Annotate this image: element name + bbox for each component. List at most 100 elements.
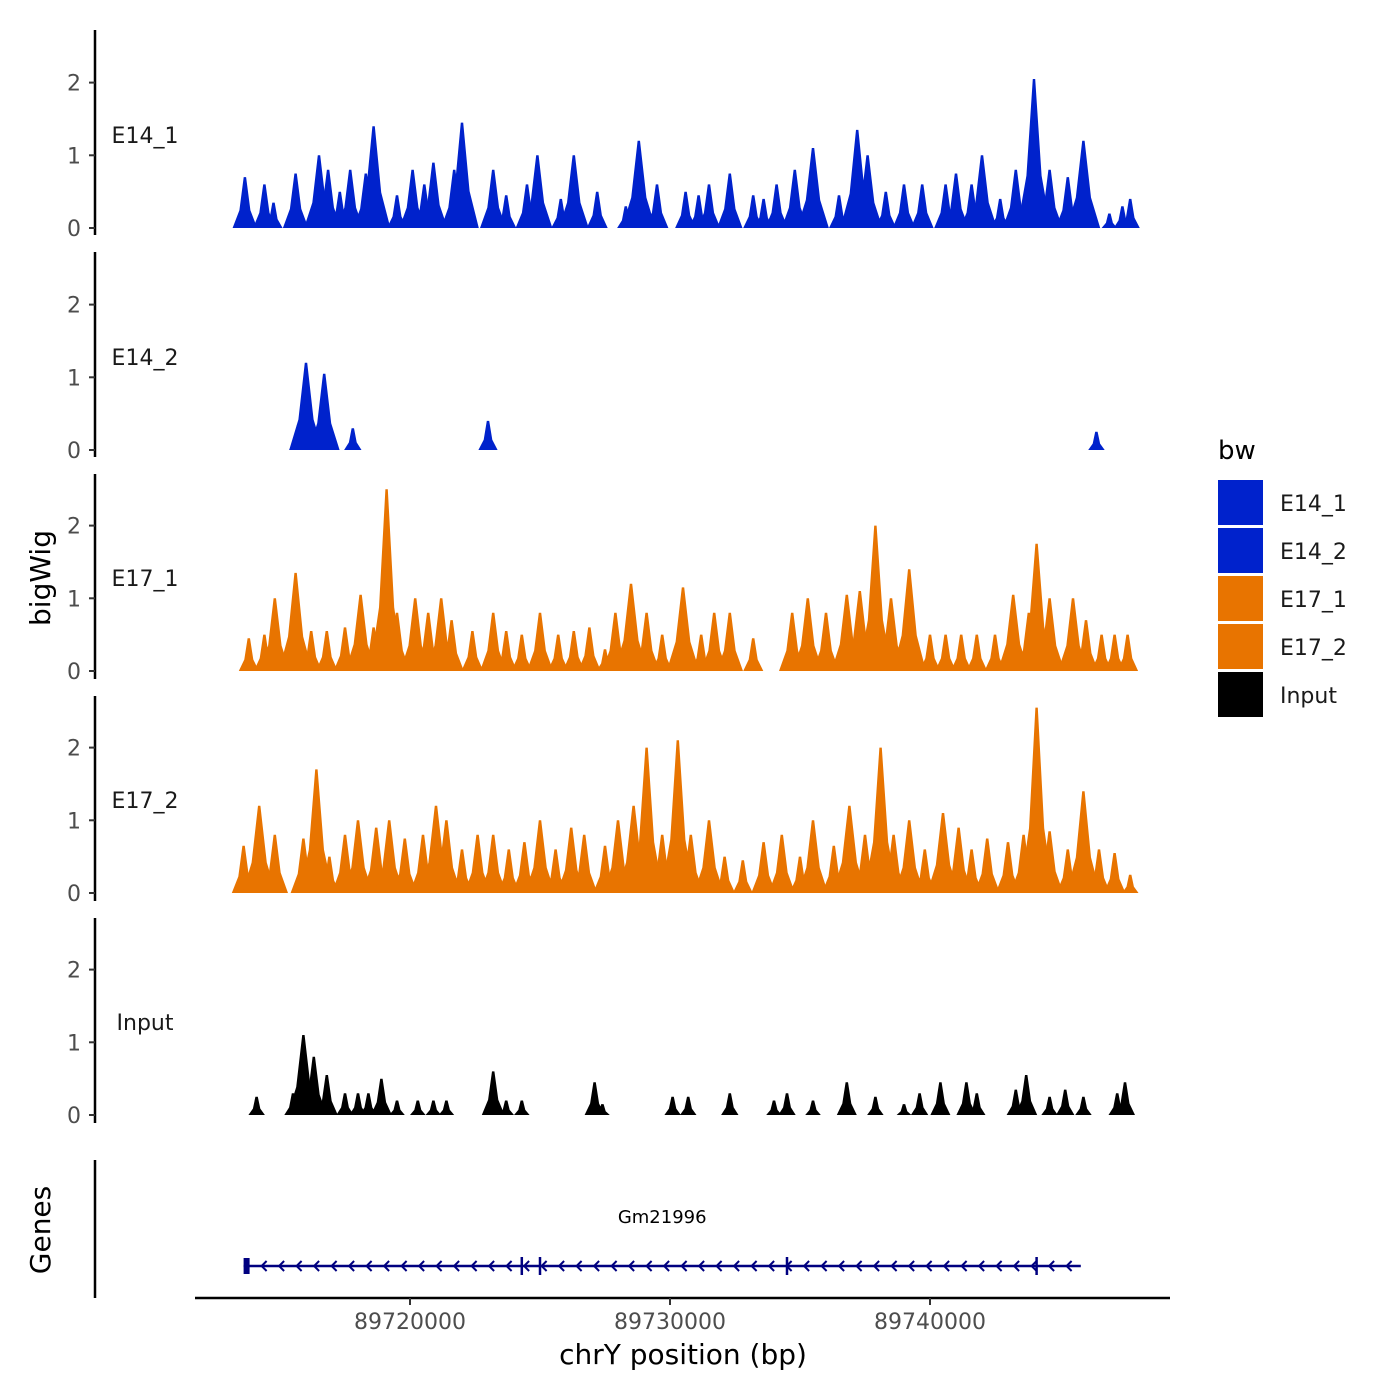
strand-arrow: [1065, 1260, 1073, 1272]
signal-peak: [721, 1093, 739, 1115]
signal-peak: [386, 195, 408, 228]
y-tick-label: 0: [67, 882, 81, 907]
signal-peak: [370, 1078, 392, 1115]
strand-arrow: [365, 1260, 373, 1272]
signal-peak: [289, 362, 323, 450]
signal-peak: [944, 827, 973, 893]
track-e17-2: 0 1 2 E17_2: [67, 696, 1139, 907]
legend-item-e17-1: E17_1: [1218, 576, 1347, 621]
signal-peak: [410, 1100, 426, 1115]
signal-peak: [990, 198, 1010, 228]
strand-arrow: [680, 1260, 688, 1272]
signal-peak: [910, 1093, 929, 1115]
legend-item-e14-2: E14_2: [1218, 528, 1347, 573]
signal-peak: [896, 1104, 912, 1115]
signal-peak: [765, 184, 788, 228]
signal-peak: [1035, 831, 1064, 893]
legend-swatch: [1218, 672, 1263, 717]
signal-peak: [614, 583, 648, 671]
track-label: E17_2: [112, 789, 179, 814]
y-tick-label: 1: [67, 1031, 81, 1056]
legend-label: E14_1: [1280, 492, 1347, 517]
signal-peak: [315, 631, 338, 671]
strand-arrow: [487, 1260, 495, 1272]
legend-label: E14_2: [1280, 540, 1347, 565]
strand-arrow: [855, 1260, 863, 1272]
signal-peak: [359, 1093, 378, 1115]
strand-arrow: [592, 1260, 600, 1272]
signal-peak: [584, 1082, 605, 1115]
signal-peak: [480, 612, 507, 671]
bigwig-tracks: 0 1 2 E14_1 0 1 2 E14_2 0 1 2 E17_1 0 1 2 E17_2 0 1 2 Input: [67, 30, 1140, 1129]
signal-peak: [425, 1100, 442, 1115]
x-axis: 89720000 89730000 89740000: [195, 1296, 1170, 1335]
signal-peak: [892, 569, 926, 671]
signal-peak: [798, 820, 828, 893]
track-e17-1: 0 1 2 E17_1: [67, 474, 1139, 685]
signal-peak: [374, 820, 405, 893]
signal-peak: [694, 820, 724, 893]
signal-peak: [337, 169, 364, 228]
signal-peak: [967, 155, 997, 228]
signal-peak: [1075, 1096, 1092, 1115]
signal-peak: [778, 1093, 796, 1115]
strand-arrow: [925, 1260, 933, 1272]
strand-arrow: [575, 1260, 583, 1272]
x-tick-label: 89730000: [614, 1310, 726, 1335]
signal-peak: [1091, 634, 1113, 671]
signal-peak: [392, 838, 418, 893]
signal-peak: [701, 612, 728, 671]
signal-peak: [308, 373, 340, 450]
signal-peak: [1088, 431, 1105, 450]
strand-arrow: [312, 1260, 320, 1272]
signal-peak: [716, 612, 743, 671]
strand-arrow: [890, 1260, 898, 1272]
y-tick-label: 1: [67, 809, 81, 834]
signal-peak: [450, 849, 474, 893]
strand-arrow: [820, 1260, 828, 1272]
strand-arrow: [277, 1260, 285, 1272]
legend: bw E14_1 E14_2 E17_1 E17_2 Input: [1218, 436, 1347, 717]
signal-peak: [525, 820, 555, 893]
signal-peak: [950, 634, 972, 671]
track-e14-2: 0 1 2 E14_2: [67, 252, 1105, 464]
signal-peak: [461, 631, 484, 671]
strand-arrow: [522, 1260, 530, 1272]
gene-exon: [243, 1258, 250, 1274]
signal-peak: [300, 631, 323, 671]
signal-peak: [892, 184, 916, 228]
signal-peak: [960, 849, 983, 893]
x-tick-label: 89720000: [354, 1310, 466, 1335]
signal-peak: [1117, 634, 1139, 671]
signal-peak: [805, 1100, 821, 1115]
signal-peak: [1034, 598, 1065, 671]
legend-swatch: [1218, 480, 1263, 525]
signal-peak: [792, 598, 823, 671]
strand-arrow: [610, 1260, 618, 1272]
signal-peak: [259, 598, 290, 671]
signal-peak: [480, 169, 507, 228]
strand-arrow: [977, 1260, 985, 1272]
signal-peak: [498, 1100, 514, 1115]
legend-item-e14-1: E14_1: [1218, 480, 1347, 525]
signal-peak: [956, 1082, 977, 1115]
signal-peak: [344, 428, 362, 450]
signal-peak: [389, 1100, 405, 1115]
signal-peak: [345, 594, 377, 671]
signal-peak: [836, 1082, 857, 1115]
strand-arrow: [645, 1260, 653, 1272]
strand-arrow: [452, 1260, 460, 1272]
signal-peak: [812, 612, 840, 671]
signal-peak: [314, 169, 342, 228]
y-tick-label: 0: [67, 439, 81, 464]
signal-peak: [349, 1093, 367, 1115]
signal-peak: [1073, 620, 1099, 671]
strand-arrow: [767, 1260, 775, 1272]
strand-arrow: [1047, 1260, 1055, 1272]
signal-peak: [867, 1096, 884, 1115]
strand-arrow: [627, 1260, 635, 1272]
strand-arrow: [907, 1260, 915, 1272]
y-tick-label: 2: [67, 515, 81, 540]
signal-peak: [629, 747, 664, 893]
